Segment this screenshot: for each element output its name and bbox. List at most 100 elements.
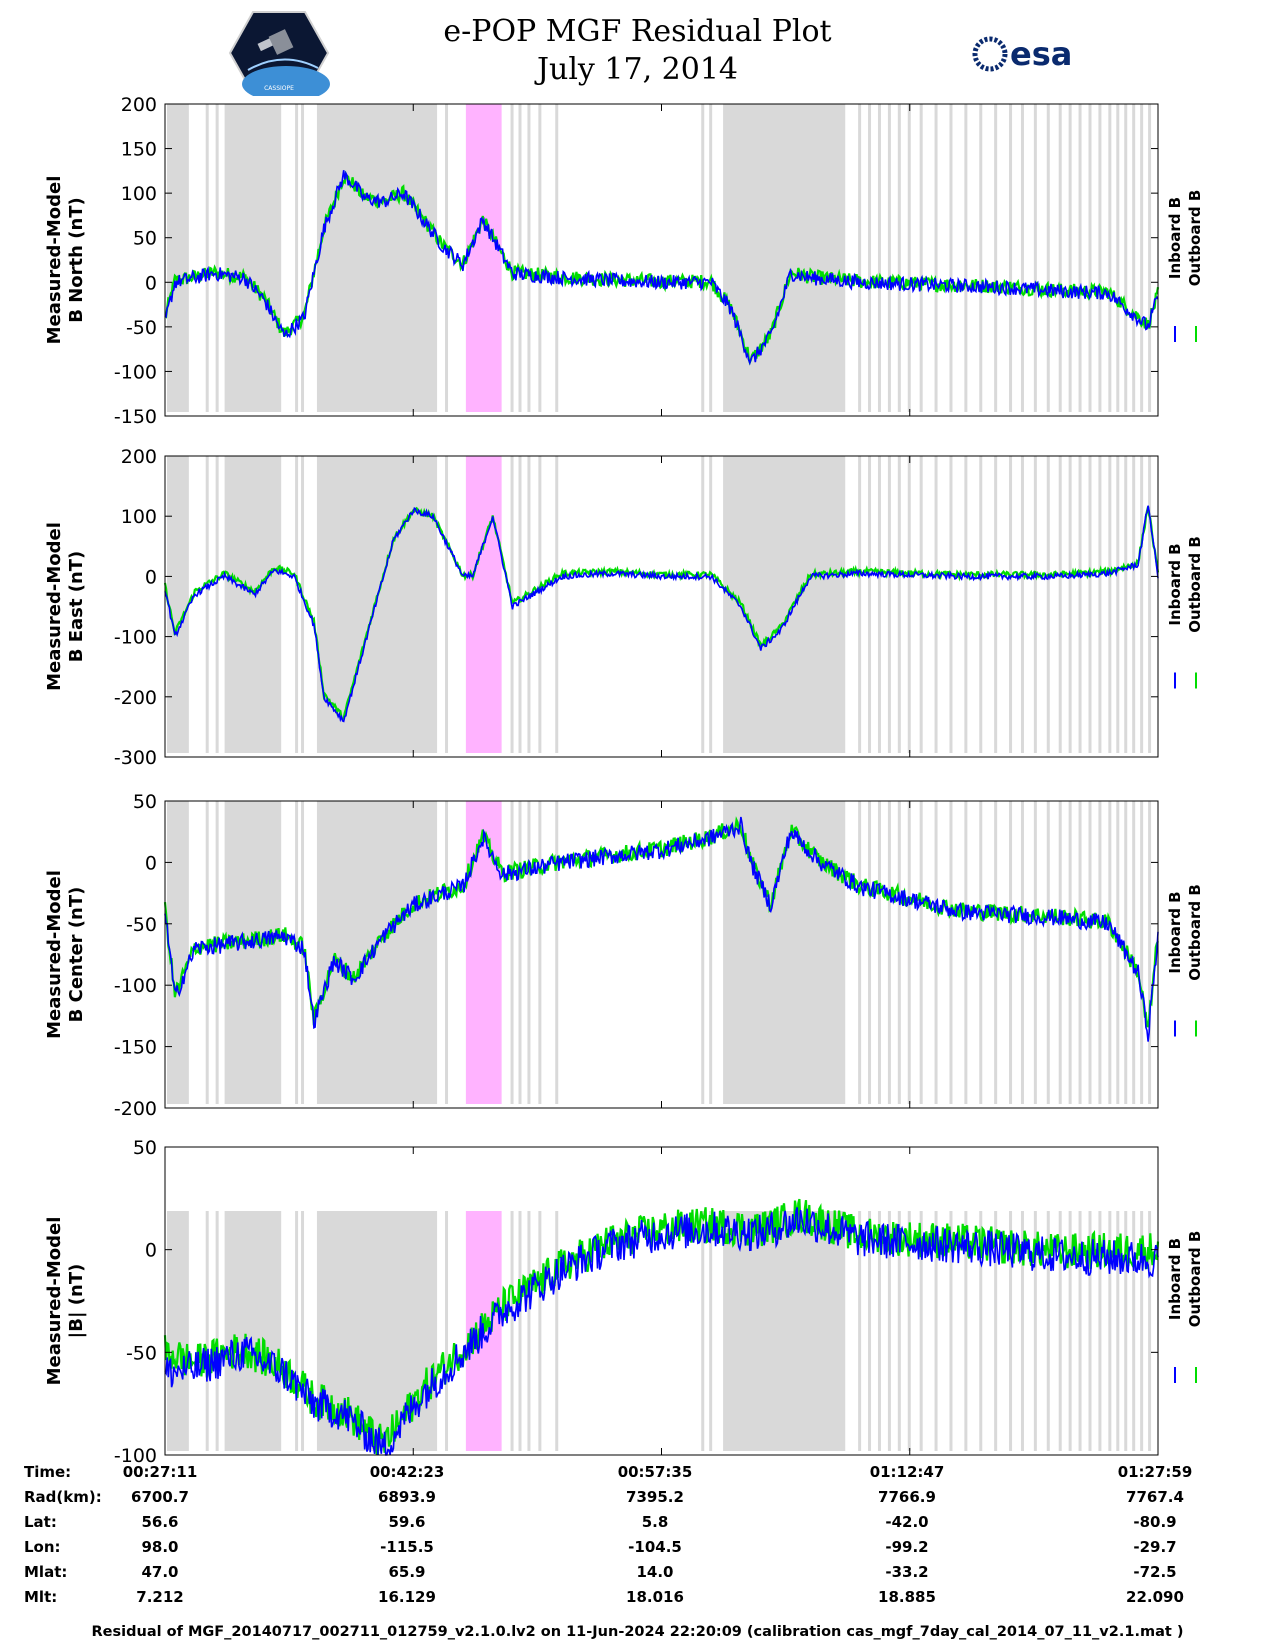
page-title: e-POP MGF Residual Plot: [443, 14, 832, 49]
y-tick-label: -50: [126, 317, 157, 339]
eclipse-line: [295, 801, 299, 1104]
eclipse-line: [907, 456, 911, 753]
eclipse-line: [445, 456, 449, 753]
legend-outboard-label: Outboard B: [1186, 1231, 1204, 1328]
panel-3: 50 0 -50 -100 -150 -200 Measured-ModelB Center…: [44, 791, 1204, 1120]
info-label-lat: Lat:: [24, 1513, 57, 1531]
eclipse-line: [949, 456, 953, 753]
legend-text: Inboard B Outboard B: [1166, 884, 1204, 981]
eclipse-line: [518, 801, 522, 1104]
info-value: 01:12:47: [869, 1463, 945, 1481]
eclipse-line: [215, 801, 219, 1104]
eclipse-line: [897, 104, 901, 412]
eclipse-band: [167, 801, 189, 1104]
eclipse-line: [538, 1211, 542, 1451]
eclipse-line: [1068, 104, 1072, 412]
eclipse-line: [964, 456, 968, 753]
cassiope-logo: CASSIOPE: [228, 11, 330, 96]
y-tick-label: -100: [114, 1445, 157, 1467]
eclipse-line: [701, 104, 705, 412]
y-tick-label: 0: [145, 852, 157, 874]
legend-inboard-label: Inboard B: [1166, 543, 1184, 625]
legend-text: Inboard B Outboard B: [1166, 1231, 1204, 1328]
eclipse-line: [510, 801, 514, 1104]
info-value: -72.5: [1133, 1563, 1177, 1581]
y-axis-label-line1: Measured-Model: [44, 176, 65, 345]
eclipse-line: [1058, 456, 1062, 753]
eclipse-line: [1132, 801, 1136, 1104]
eclipse-line: [1078, 456, 1082, 753]
eclipse-line: [1132, 456, 1136, 753]
eclipse-line: [1108, 104, 1112, 412]
eclipse-line: [868, 456, 872, 753]
eclipse-line: [858, 104, 862, 412]
eclipse-line: [1116, 801, 1120, 1104]
eclipse-line: [1116, 104, 1120, 412]
outboard-series-line: [163, 816, 1159, 1028]
panel-4: 50 0 -50 -100 Measured-Model|B| (nT) Inboard …: [44, 1137, 1204, 1467]
eclipse-line: [1140, 801, 1144, 1104]
eclipse-line: [215, 104, 219, 412]
info-value: 00:27:11: [122, 1463, 198, 1481]
y-tick-label: -50: [126, 1342, 157, 1364]
eclipse-line: [1078, 1211, 1082, 1451]
info-value: 6893.9: [378, 1488, 436, 1506]
highlight-band: [465, 801, 502, 1104]
eclipse-line: [1148, 104, 1152, 412]
y-tick-label: 50: [133, 1137, 157, 1159]
info-value: 98.0: [141, 1538, 179, 1556]
eclipse-line: [979, 456, 983, 753]
eclipse-line: [907, 104, 911, 412]
eclipse-line: [1033, 456, 1037, 753]
eclipse-line: [949, 104, 953, 412]
eclipse-line: [1009, 1211, 1013, 1451]
eclipse-line: [1098, 1211, 1102, 1451]
eclipse-line: [301, 1211, 305, 1451]
eclipse-line: [897, 801, 901, 1104]
info-value: 7766.9: [878, 1488, 936, 1506]
y-tick-label: -50: [126, 914, 157, 936]
eclipse-line: [1078, 104, 1082, 412]
eclipse-line: [709, 456, 713, 753]
info-value: 01:27:59: [1117, 1463, 1193, 1481]
highlight-band: [465, 456, 502, 753]
eclipse-line: [919, 1211, 923, 1451]
eclipse-line: [295, 104, 299, 412]
y-tick-label: 0: [145, 1240, 157, 1262]
eclipse-line: [1148, 456, 1152, 753]
legend-inboard-label: Inboard B: [1166, 197, 1184, 279]
eclipse-line: [445, 801, 449, 1104]
eclipse-line: [907, 801, 911, 1104]
y-axis-label-line1: Measured-Model: [44, 522, 65, 691]
eclipse-line: [1088, 456, 1092, 753]
eclipse-band: [224, 801, 282, 1104]
info-label-mlat: Mlat:: [24, 1563, 68, 1581]
eclipse-band: [316, 801, 438, 1104]
eclipse-line: [1078, 801, 1082, 1104]
y-tick-label: -150: [114, 406, 157, 428]
eclipse-line: [919, 456, 923, 753]
info-value: 7395.2: [626, 1488, 684, 1506]
eclipse-line: [1009, 456, 1013, 753]
legend-outboard-label: Outboard B: [1186, 536, 1204, 633]
eclipse-line: [527, 456, 531, 753]
info-value: 5.8: [641, 1513, 669, 1531]
info-value: 14.0: [636, 1563, 674, 1581]
eclipse-line: [907, 1211, 911, 1451]
eclipse-line: [994, 456, 998, 753]
eclipse-band: [224, 104, 282, 412]
eclipse-line: [518, 104, 522, 412]
eclipse-band: [224, 1211, 282, 1451]
eclipse-line: [1058, 104, 1062, 412]
y-tick-label: 0: [145, 566, 157, 588]
eclipse-line: [964, 104, 968, 412]
eclipse-line: [701, 1211, 705, 1451]
eclipse-line: [1046, 801, 1050, 1104]
eclipse-line: [215, 456, 219, 753]
y-axis-label: Measured-Model|B| (nT): [44, 1217, 87, 1386]
eclipse-line: [934, 1211, 938, 1451]
info-value: 47.0: [141, 1563, 179, 1581]
y-tick-label: -100: [114, 975, 157, 997]
footer-caption: Residual of MGF_20140717_002711_012759_v…: [91, 1624, 1184, 1640]
